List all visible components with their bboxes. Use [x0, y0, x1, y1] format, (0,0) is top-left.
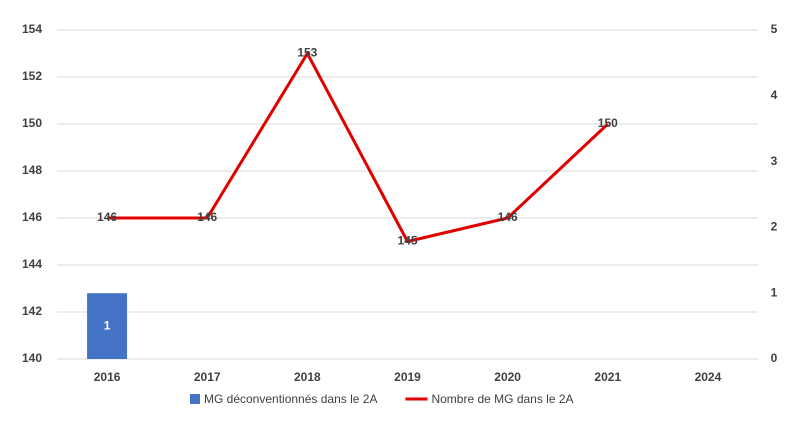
data-label: 153: [297, 46, 317, 60]
legend-label: MG déconventionnés dans le 2A: [204, 392, 377, 406]
data-label: 150: [598, 116, 618, 130]
y2-tick-label: 4: [771, 88, 778, 102]
x-tick-label: 2024: [695, 370, 722, 384]
y-tick-label: 146: [22, 210, 42, 224]
y2-tick-label: 1: [771, 285, 778, 299]
y-tick-label: 140: [22, 351, 42, 365]
x-tick-label: 2020: [494, 370, 521, 384]
x-tick-label: 2018: [294, 370, 321, 384]
x-tick-label: 2017: [194, 370, 221, 384]
data-label: 146: [97, 210, 117, 224]
y2-tick-label: 5: [771, 22, 778, 36]
bar: [87, 293, 128, 359]
y-tick-label: 142: [22, 304, 42, 318]
y-tick-label: 148: [22, 163, 42, 177]
legend-swatch: [190, 394, 200, 404]
data-label: 146: [197, 210, 217, 224]
data-label: 1: [104, 318, 111, 332]
y2-tick-label: 2: [771, 220, 778, 234]
y-tick-label: 150: [22, 116, 42, 130]
line: [107, 52, 609, 243]
y2-tick-label: 3: [771, 154, 778, 168]
x-tick-label: 2019: [394, 370, 421, 384]
data-label: 146: [498, 210, 518, 224]
y-tick-label: 154: [22, 22, 42, 36]
x-tick-label: 2021: [594, 370, 621, 384]
y2-tick-label: 0: [771, 351, 778, 365]
x-tick-label: 2016: [94, 370, 121, 384]
y-tick-label: 144: [22, 257, 42, 271]
legend-label: Nombre de MG dans le 2A: [431, 392, 573, 406]
y-tick-label: 152: [22, 69, 42, 83]
data-label: 145: [397, 234, 417, 248]
